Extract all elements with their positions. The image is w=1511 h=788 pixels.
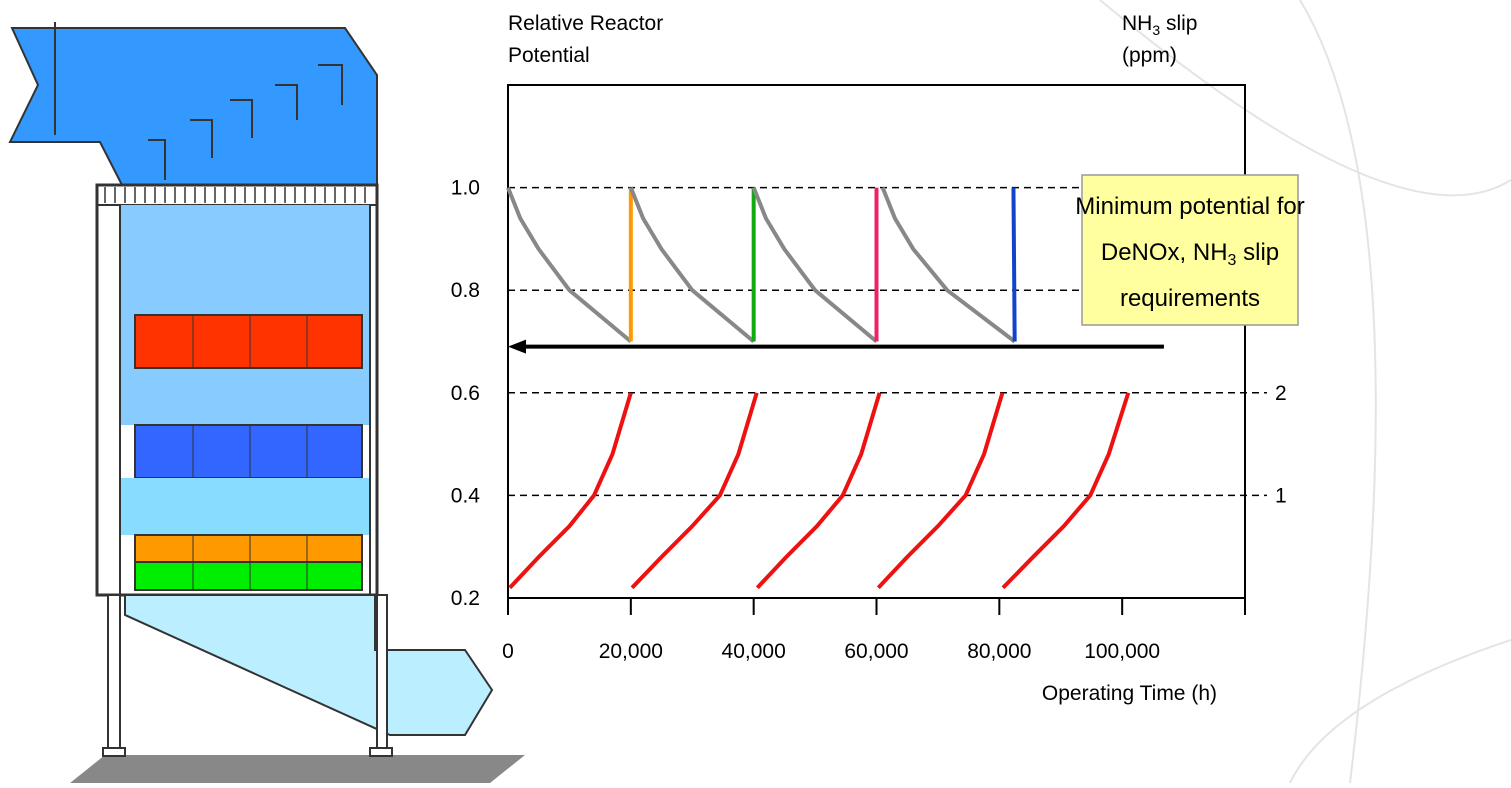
x-tick-label: 80,000 (967, 640, 1031, 663)
x-axis-label: Operating Time (h) (1042, 682, 1217, 705)
reactor-diagram (10, 22, 525, 783)
page: {"chart_data": {"type": "line", "y_label… (0, 0, 1511, 783)
y-axis-label: Relative Reactor (508, 12, 663, 35)
x-tick-label: 60,000 (844, 640, 908, 663)
series-line (1013, 188, 1014, 342)
y2-axis-label: (ppm) (1122, 44, 1177, 67)
x-tick-label: 40,000 (722, 640, 786, 663)
y2-axis-label: NH3 slip (1122, 12, 1198, 38)
series-line (510, 393, 631, 588)
series-line (883, 188, 1015, 342)
annotation: Minimum potential for DeNOx, NH3 slip re… (1075, 175, 1304, 325)
annotation-text: DeNOx, NH3 slip (1101, 239, 1279, 269)
series-line (878, 393, 1002, 588)
annotation-text: Minimum potential for (1075, 193, 1304, 220)
y-tick-label: 0.6 (451, 382, 480, 405)
y2-label-sub: 3 (1152, 22, 1160, 38)
arrow-head (508, 340, 526, 354)
x-tick-label: 100,000 (1084, 640, 1160, 663)
series-line (1003, 393, 1128, 588)
y2-tick-label: 1 (1275, 484, 1287, 507)
y-tick-label: 0.2 (451, 587, 480, 610)
x-tick-label: 20,000 (599, 640, 663, 663)
slide: Relative Reactor Potential NH3 slip (ppm… (0, 0, 1511, 783)
series-line (754, 188, 877, 342)
series-line (757, 393, 879, 588)
x-tick-label: 0 (502, 640, 514, 663)
y-tick-label: 1.0 (451, 177, 480, 200)
annotation-sub: 3 (1228, 252, 1237, 269)
series-line (631, 188, 754, 342)
y2-tick-label: 2 (1275, 382, 1287, 405)
y-tick-label: 0.8 (451, 279, 480, 302)
annotation-part: slip (1236, 239, 1279, 266)
annotation-text: requirements (1120, 285, 1260, 312)
series-line (632, 393, 757, 588)
y2-label-part: slip (1160, 12, 1197, 35)
y-axis-label: Potential (508, 44, 590, 67)
background-arcs (1100, 0, 1511, 783)
series-line (508, 188, 631, 342)
annotation-part: DeNOx, NH (1101, 239, 1228, 266)
y2-label-part: NH (1122, 12, 1152, 35)
y-tick-label: 0.4 (451, 484, 481, 507)
